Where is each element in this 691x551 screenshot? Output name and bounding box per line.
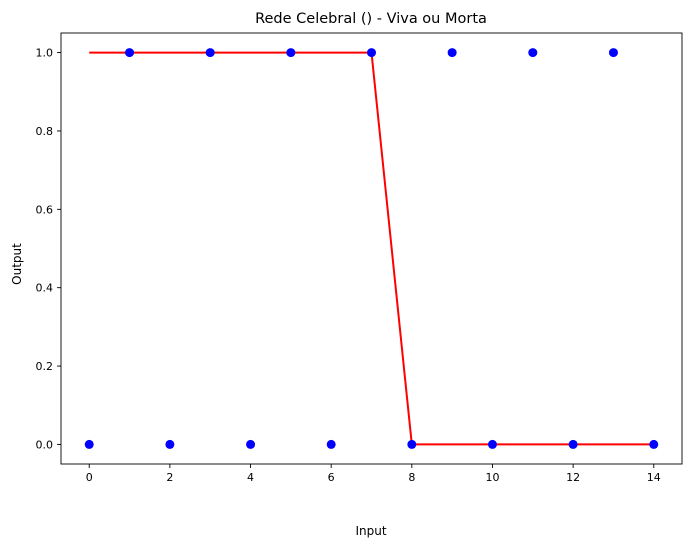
x-axis-label: Input	[355, 524, 386, 538]
x-tick-label: 2	[166, 471, 173, 484]
plot-layer	[84, 48, 659, 449]
plot-frame	[60, 32, 683, 465]
scatter-point	[246, 439, 256, 449]
scatter-point	[407, 439, 417, 449]
scatter-point	[125, 48, 135, 58]
x-tick-label: 6	[328, 471, 335, 484]
y-tick-label: 0.0	[36, 438, 54, 451]
scatter-point	[608, 48, 618, 58]
x-tick-label: 0	[86, 471, 93, 484]
y-axis-label: Output	[10, 243, 24, 285]
x-tick-label: 14	[647, 471, 661, 484]
y-tick-label: 0.6	[36, 203, 54, 216]
scatter-point	[286, 48, 296, 58]
scatter-point	[528, 48, 538, 58]
y-tick-label: 1.0	[36, 47, 54, 60]
scatter-point	[367, 48, 376, 58]
scatter-point	[205, 48, 215, 58]
y-tick-label: 0.8	[36, 125, 54, 138]
x-tick-label: 12	[566, 471, 580, 484]
y-tick-label: 0.2	[36, 360, 54, 373]
scatter-point	[487, 439, 497, 449]
axes-layer: 0 2 4 6 8 10 12 14 0.0 0.2 0.4 0.6 0.8 1.0	[36, 32, 683, 484]
scatter-point	[568, 439, 578, 449]
x-tick-label: 10	[485, 471, 499, 484]
scatter-point	[84, 439, 94, 449]
scatter-point	[326, 439, 336, 449]
y-tick-label: 0.4	[36, 282, 54, 295]
scatter-point	[447, 48, 457, 58]
x-tick-label: 8	[408, 471, 415, 484]
scatter-point	[165, 439, 175, 449]
x-tick-label: 4	[247, 471, 254, 484]
chart-title: Rede Celebral () - Viva ou Morta	[255, 11, 487, 27]
scatter-point	[649, 439, 659, 449]
